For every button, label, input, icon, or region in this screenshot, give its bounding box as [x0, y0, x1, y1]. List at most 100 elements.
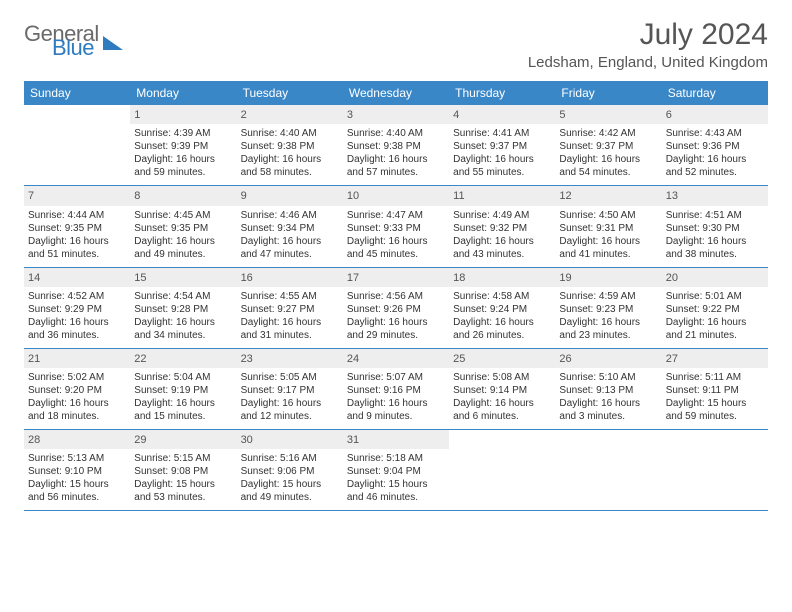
- sunset-text: Sunset: 9:17 PM: [241, 384, 339, 397]
- sunrise-text: Sunrise: 4:54 AM: [134, 290, 232, 303]
- weekday-label: Sunday: [24, 81, 130, 105]
- location-text: Ledsham, England, United Kingdom: [528, 54, 768, 71]
- page-header: General Blue July 2024 Ledsham, England,…: [24, 18, 768, 71]
- daylight-text: Daylight: 15 hours and 46 minutes.: [347, 478, 445, 504]
- sunrise-text: Sunrise: 5:04 AM: [134, 371, 232, 384]
- daylight-text: Daylight: 16 hours and 3 minutes.: [559, 397, 657, 423]
- sunset-text: Sunset: 9:24 PM: [453, 303, 551, 316]
- day-cell: 7Sunrise: 4:44 AMSunset: 9:35 PMDaylight…: [24, 186, 130, 266]
- day-cell: 25 Sunrise: 5:08 AMSunset: 9:14 PMDayligh…: [449, 349, 555, 429]
- sunrise-text: Sunrise: 5:11 AM: [666, 371, 764, 384]
- sunrise-text: Sunrise: 5:18 AM: [347, 452, 445, 465]
- day-cell: 18Sunrise: 4:58 AMSunset: 9:24 PMDayligh…: [449, 268, 555, 348]
- day-number: 16: [237, 268, 343, 287]
- day-number: 2: [237, 105, 343, 124]
- sunset-text: Sunset: 9:37 PM: [453, 140, 551, 153]
- sunrise-text: Sunrise: 4:55 AM: [241, 290, 339, 303]
- sunset-text: Sunset: 9:36 PM: [666, 140, 764, 153]
- day-cell: [449, 430, 555, 510]
- sunrise-text: Sunrise: 4:59 AM: [559, 290, 657, 303]
- weekday-label: Friday: [555, 81, 661, 105]
- day-number: 1: [130, 105, 236, 124]
- sunrise-text: Sunrise: 4:45 AM: [134, 209, 232, 222]
- logo-triangle-icon: [103, 36, 123, 50]
- sunrise-text: Sunrise: 5:10 AM: [559, 371, 657, 384]
- sunset-text: Sunset: 9:33 PM: [347, 222, 445, 235]
- day-cell: 1Sunrise: 4:39 AMSunset: 9:39 PMDaylight…: [130, 105, 236, 185]
- day-number: 13: [662, 186, 768, 205]
- daylight-text: Daylight: 15 hours and 49 minutes.: [241, 478, 339, 504]
- sunrise-text: Sunrise: 5:15 AM: [134, 452, 232, 465]
- day-cell: 28Sunrise: 5:13 AMSunset: 9:10 PMDayligh…: [24, 430, 130, 510]
- daylight-text: Daylight: 15 hours and 53 minutes.: [134, 478, 232, 504]
- daylight-text: Daylight: 16 hours and 9 minutes.: [347, 397, 445, 423]
- sunset-text: Sunset: 9:37 PM: [559, 140, 657, 153]
- sunset-text: Sunset: 9:31 PM: [559, 222, 657, 235]
- daylight-text: Daylight: 15 hours and 56 minutes.: [28, 478, 126, 504]
- sunset-text: Sunset: 9:20 PM: [28, 384, 126, 397]
- day-number: 14: [24, 268, 130, 287]
- day-cell: 4Sunrise: 4:41 AMSunset: 9:37 PMDaylight…: [449, 105, 555, 185]
- sunset-text: Sunset: 9:38 PM: [241, 140, 339, 153]
- day-number: 22: [130, 349, 236, 368]
- day-number: 19: [555, 268, 661, 287]
- daylight-text: Daylight: 16 hours and 51 minutes.: [28, 235, 126, 261]
- day-number: 5: [555, 105, 661, 124]
- weekday-label: Wednesday: [343, 81, 449, 105]
- sunset-text: Sunset: 9:32 PM: [453, 222, 551, 235]
- daylight-text: Daylight: 16 hours and 41 minutes.: [559, 235, 657, 261]
- daylight-text: Daylight: 16 hours and 49 minutes.: [134, 235, 232, 261]
- weekday-header-row: SundayMondayTuesdayWednesdayThursdayFrid…: [24, 81, 768, 105]
- day-cell: 31Sunrise: 5:18 AMSunset: 9:04 PMDayligh…: [343, 430, 449, 510]
- day-cell: 13Sunrise: 4:51 AMSunset: 9:30 PMDayligh…: [662, 186, 768, 266]
- sunset-text: Sunset: 9:30 PM: [666, 222, 764, 235]
- sunset-text: Sunset: 9:10 PM: [28, 465, 126, 478]
- sunrise-text: Sunrise: 5:05 AM: [241, 371, 339, 384]
- sunset-text: Sunset: 9:34 PM: [241, 222, 339, 235]
- day-cell: 21Sunrise: 5:02 AMSunset: 9:20 PMDayligh…: [24, 349, 130, 429]
- daylight-text: Daylight: 16 hours and 21 minutes.: [666, 316, 764, 342]
- weekday-label: Monday: [130, 81, 236, 105]
- day-number: 7: [24, 186, 130, 205]
- day-cell: 22Sunrise: 5:04 AMSunset: 9:19 PMDayligh…: [130, 349, 236, 429]
- day-cell: 10Sunrise: 4:47 AMSunset: 9:33 PMDayligh…: [343, 186, 449, 266]
- daylight-text: Daylight: 16 hours and 45 minutes.: [347, 235, 445, 261]
- day-cell: 12Sunrise: 4:50 AMSunset: 9:31 PMDayligh…: [555, 186, 661, 266]
- day-number: 3: [343, 105, 449, 124]
- daylight-text: Daylight: 16 hours and 6 minutes.: [453, 397, 551, 423]
- calendar-grid: SundayMondayTuesdayWednesdayThursdayFrid…: [24, 81, 768, 511]
- day-cell: 5Sunrise: 4:42 AMSunset: 9:37 PMDaylight…: [555, 105, 661, 185]
- day-cell: 23Sunrise: 5:05 AMSunset: 9:17 PMDayligh…: [237, 349, 343, 429]
- day-cell: 15Sunrise: 4:54 AMSunset: 9:28 PMDayligh…: [130, 268, 236, 348]
- day-number: 30: [237, 430, 343, 449]
- logo-text: General Blue: [24, 24, 99, 58]
- day-number: 9: [237, 186, 343, 205]
- sunrise-text: Sunrise: 5:08 AM: [453, 371, 551, 384]
- day-cell: 19Sunrise: 4:59 AMSunset: 9:23 PMDayligh…: [555, 268, 661, 348]
- day-cell: 16Sunrise: 4:55 AMSunset: 9:27 PMDayligh…: [237, 268, 343, 348]
- day-number: 25: [449, 349, 555, 368]
- week-row: 14Sunrise: 4:52 AMSunset: 9:29 PMDayligh…: [24, 268, 768, 349]
- weekday-label: Saturday: [662, 81, 768, 105]
- sunset-text: Sunset: 9:35 PM: [28, 222, 126, 235]
- weekday-label: Thursday: [449, 81, 555, 105]
- sunset-text: Sunset: 9:04 PM: [347, 465, 445, 478]
- sunrise-text: Sunrise: 4:50 AM: [559, 209, 657, 222]
- day-cell: 8Sunrise: 4:45 AMSunset: 9:35 PMDaylight…: [130, 186, 236, 266]
- day-cell: 17Sunrise: 4:56 AMSunset: 9:26 PMDayligh…: [343, 268, 449, 348]
- day-cell: [24, 105, 130, 185]
- day-number: 10: [343, 186, 449, 205]
- day-number: 6: [662, 105, 768, 124]
- day-number: 21: [24, 349, 130, 368]
- daylight-text: Daylight: 15 hours and 59 minutes.: [666, 397, 764, 423]
- title-block: July 2024 Ledsham, England, United Kingd…: [528, 18, 768, 71]
- sunrise-text: Sunrise: 4:41 AM: [453, 127, 551, 140]
- sunset-text: Sunset: 9:14 PM: [453, 384, 551, 397]
- day-number: 17: [343, 268, 449, 287]
- sunrise-text: Sunrise: 4:58 AM: [453, 290, 551, 303]
- sunset-text: Sunset: 9:19 PM: [134, 384, 232, 397]
- day-cell: [555, 430, 661, 510]
- calendar-page: General Blue July 2024 Ledsham, England,…: [0, 0, 792, 525]
- day-cell: [662, 430, 768, 510]
- daylight-text: Daylight: 16 hours and 18 minutes.: [28, 397, 126, 423]
